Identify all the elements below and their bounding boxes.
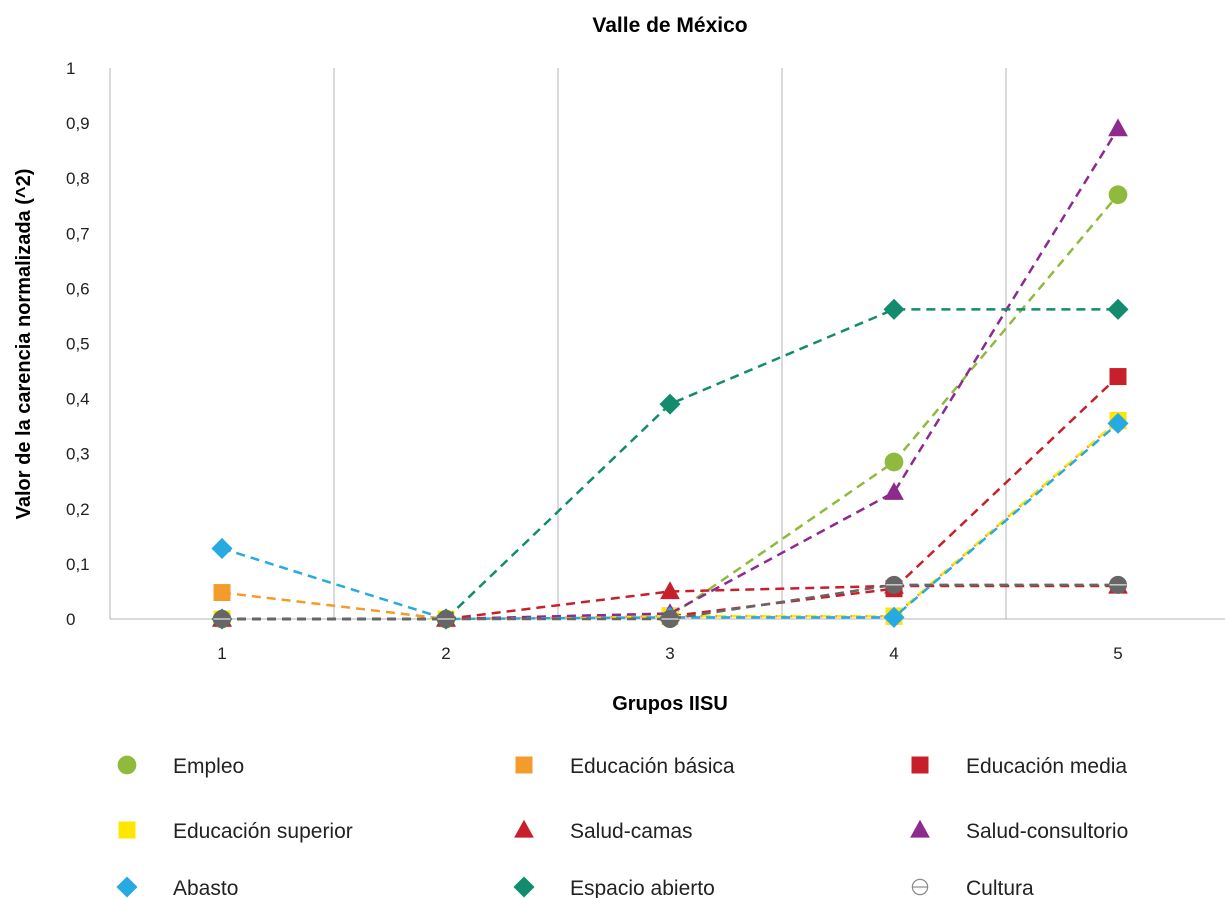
y-tick-label: 0,4 [66, 390, 90, 409]
x-tick-label: 3 [665, 644, 674, 663]
grid [109, 68, 1225, 620]
legend-label: Espacio abierto [570, 877, 715, 898]
y-tick-label: 0 [66, 610, 75, 629]
x-tick-label: 5 [1113, 644, 1122, 663]
data-point-circle-line [437, 610, 455, 628]
data-point-square [515, 756, 533, 774]
y-tick-label: 0,6 [66, 279, 90, 298]
data-point-diamond [883, 606, 905, 628]
y-tick-label: 0,2 [66, 500, 90, 519]
data-point-square [213, 584, 231, 602]
legend-marker-circle-line [911, 878, 929, 896]
y-tick-label: 0,5 [66, 335, 90, 354]
data-point-diamond [883, 298, 905, 320]
y-tick-label: 0,1 [66, 555, 90, 574]
data-point-circle-line [885, 575, 903, 594]
data-point-square [911, 756, 929, 774]
legend-label: Salud-consultorio [966, 820, 1128, 843]
data-point-triangle [1108, 118, 1128, 137]
data-point-triangle [514, 819, 534, 838]
y-tick-label: 0,9 [66, 114, 90, 133]
data-point-circle [1108, 185, 1128, 205]
data-point-square [1109, 368, 1127, 386]
y-tick-label: 0,7 [66, 224, 90, 243]
legend-label: Empleo [173, 755, 244, 778]
data-point-square [118, 821, 136, 839]
data-point-diamond [211, 537, 233, 560]
legend-label: Salud-camas [570, 820, 693, 843]
legend-label: Educación media [966, 755, 1127, 778]
axis-ticks: 0 0,1 0,2 0,3 0,4 0,5 0,6 0,7 0,8 0,9 1 1 2 3 4 5 [66, 59, 1123, 663]
y-tick-label: 0,3 [66, 445, 90, 464]
data-point-circle-line [213, 610, 231, 628]
legend-label: Abasto [173, 877, 238, 898]
data-point-diamond [1107, 412, 1129, 434]
data-point-triangle [660, 581, 680, 600]
x-axis-label: Grupos IISU [612, 693, 728, 715]
legend: Empleo Educación básica Educación media Edu… [116, 755, 1128, 898]
y-tick-label: 1 [66, 59, 75, 78]
data-point-circle-line [661, 610, 679, 628]
data-point-circle-line [1109, 575, 1127, 594]
y-tick-label: 0,8 [66, 169, 90, 188]
data-point-diamond [1107, 298, 1129, 320]
data-point-diamond [116, 876, 138, 898]
y-axis-label: Valor de la carencia normalizada (^2) [13, 169, 35, 520]
data-point-circle [884, 452, 904, 472]
x-tick-label: 1 [217, 644, 226, 663]
data-point-triangle [884, 482, 904, 500]
x-tick-label: 2 [441, 644, 450, 663]
legend-label: Educación básica [570, 755, 735, 778]
series-line [222, 127, 1120, 621]
legend-label: Cultura [966, 877, 1034, 898]
x-tick-label: 4 [889, 644, 898, 663]
chart-title: Valle de México [592, 14, 747, 37]
legend-label: Educación superior [173, 820, 353, 843]
data-point-diamond [513, 876, 535, 898]
data-point-diamond [659, 393, 681, 415]
data-point-circle [117, 755, 137, 775]
series-lines [211, 118, 1129, 630]
data-point-triangle [910, 819, 930, 838]
